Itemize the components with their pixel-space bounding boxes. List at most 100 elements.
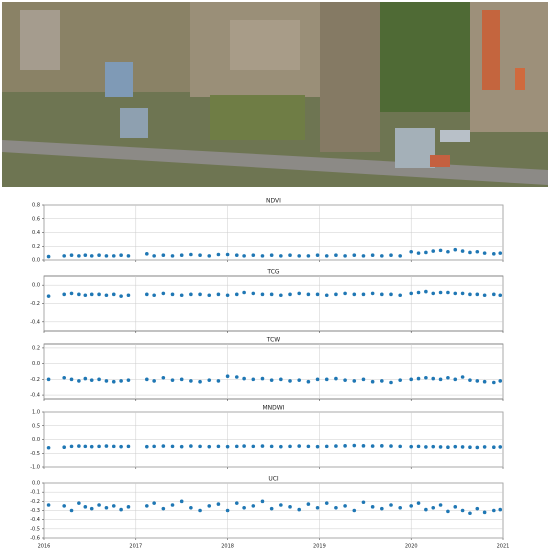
point xyxy=(424,250,428,255)
point xyxy=(424,375,428,380)
point xyxy=(207,254,212,258)
point xyxy=(46,445,51,450)
point xyxy=(446,509,450,514)
point xyxy=(97,444,101,449)
point xyxy=(416,251,421,255)
point xyxy=(89,506,94,511)
point xyxy=(343,378,347,382)
y-tick-label: -0.2 xyxy=(30,377,40,383)
point xyxy=(83,253,88,257)
point xyxy=(97,292,101,297)
point xyxy=(242,254,246,258)
point xyxy=(398,444,402,449)
point xyxy=(216,292,221,297)
point xyxy=(145,444,149,449)
point xyxy=(409,291,414,296)
point xyxy=(492,445,496,450)
point xyxy=(46,254,51,259)
point xyxy=(334,253,338,257)
point xyxy=(225,508,230,513)
point xyxy=(453,377,458,382)
point xyxy=(119,253,123,257)
point xyxy=(225,374,230,379)
point xyxy=(104,379,109,383)
point xyxy=(69,508,74,513)
point xyxy=(152,379,156,383)
y-tick-label: 0.8 xyxy=(32,203,40,209)
point xyxy=(389,292,393,297)
point xyxy=(334,376,338,381)
point xyxy=(416,444,421,449)
point xyxy=(260,292,265,297)
x-tick-label: 2018 xyxy=(221,544,234,550)
point xyxy=(343,504,347,508)
point xyxy=(152,501,156,505)
point xyxy=(207,504,212,508)
point xyxy=(297,291,302,296)
point xyxy=(389,444,393,448)
point xyxy=(126,378,131,382)
y-tick-label: 0.2 xyxy=(32,345,40,351)
point xyxy=(498,507,503,512)
point xyxy=(475,379,480,383)
point xyxy=(279,293,283,298)
point xyxy=(189,292,193,297)
x-tick-label: 2019 xyxy=(313,544,326,550)
point xyxy=(179,444,184,449)
point xyxy=(62,292,66,297)
point xyxy=(460,445,465,449)
point xyxy=(475,445,480,450)
point xyxy=(482,251,487,255)
point xyxy=(288,505,292,509)
y-tick-label: -0.6 xyxy=(30,536,40,542)
y-tick-label: 0.0 xyxy=(32,437,40,443)
point xyxy=(498,379,503,383)
point xyxy=(69,377,74,382)
point xyxy=(438,503,443,507)
point xyxy=(170,254,175,258)
point xyxy=(409,249,414,254)
point xyxy=(343,254,347,258)
point xyxy=(189,444,193,448)
point xyxy=(77,501,81,505)
y-tick-label: -0.2 xyxy=(30,499,40,505)
chart-title: TCW xyxy=(266,337,281,344)
point xyxy=(438,377,443,382)
point xyxy=(69,291,74,296)
point xyxy=(352,379,357,383)
point xyxy=(306,292,311,297)
point xyxy=(119,507,123,512)
point xyxy=(370,291,375,296)
point xyxy=(234,292,239,297)
point xyxy=(179,377,184,382)
y-tick-label: -0.3 xyxy=(30,508,40,514)
point xyxy=(460,375,465,379)
point xyxy=(297,507,302,512)
point xyxy=(370,505,375,509)
point xyxy=(468,445,472,450)
point xyxy=(492,508,496,513)
point xyxy=(460,508,465,513)
point xyxy=(62,254,66,258)
point xyxy=(145,252,149,256)
point xyxy=(460,249,465,253)
point xyxy=(126,444,131,449)
point xyxy=(370,444,375,448)
point xyxy=(145,377,149,382)
point xyxy=(145,292,149,297)
point xyxy=(251,504,256,508)
point xyxy=(119,379,123,383)
point xyxy=(161,375,166,380)
point xyxy=(475,249,480,254)
point xyxy=(498,293,503,298)
chart-title: NDVI xyxy=(266,198,281,205)
point xyxy=(334,292,338,297)
point xyxy=(468,250,472,255)
point xyxy=(482,445,487,449)
point xyxy=(62,375,66,380)
point xyxy=(62,445,66,450)
point xyxy=(161,444,166,448)
point xyxy=(46,503,51,507)
point xyxy=(498,251,503,255)
point xyxy=(126,254,131,258)
